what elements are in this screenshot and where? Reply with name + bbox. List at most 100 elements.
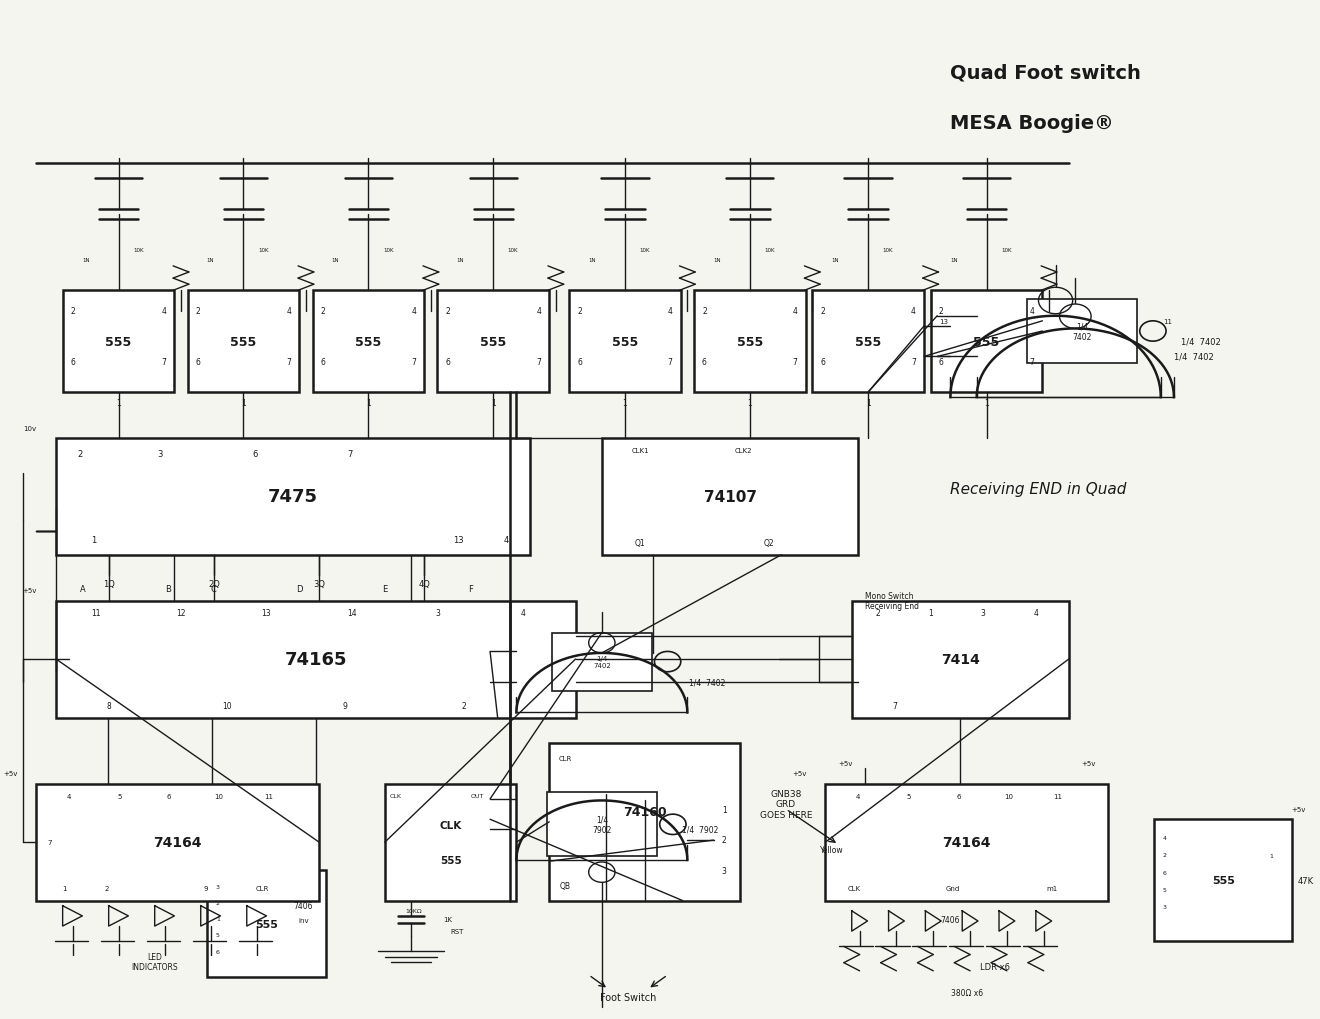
Text: 74164: 74164: [153, 836, 202, 849]
Text: CLK: CLK: [440, 820, 462, 829]
Text: 11: 11: [1163, 319, 1172, 324]
Text: 555: 555: [611, 335, 638, 348]
Text: 555: 555: [480, 335, 507, 348]
Bar: [602, 438, 858, 555]
Text: Foot Switch: Foot Switch: [601, 993, 656, 1003]
Text: 5: 5: [117, 793, 121, 799]
Bar: [825, 784, 1109, 901]
Text: D: D: [296, 584, 302, 593]
Text: 1N: 1N: [331, 258, 339, 263]
Text: 3: 3: [722, 866, 726, 874]
Text: 74160: 74160: [623, 805, 667, 818]
Bar: [549, 743, 741, 901]
Text: Quad Foot switch: Quad Foot switch: [950, 63, 1142, 82]
Text: 6: 6: [216, 949, 219, 954]
Text: 3: 3: [157, 449, 162, 459]
Text: 3: 3: [216, 883, 220, 889]
Text: 555: 555: [440, 855, 462, 865]
Text: 555: 555: [231, 335, 256, 348]
Text: 1: 1: [216, 916, 219, 921]
Text: 6: 6: [252, 449, 257, 459]
Text: 13: 13: [940, 319, 948, 324]
Text: 3: 3: [436, 608, 440, 618]
Text: 47K: 47K: [1298, 876, 1313, 884]
Text: 4: 4: [161, 307, 166, 316]
Bar: [55, 438, 529, 555]
Text: 1: 1: [91, 536, 96, 544]
Text: 9: 9: [203, 886, 209, 892]
Text: 7: 7: [1030, 358, 1035, 367]
Text: F: F: [467, 584, 473, 593]
Text: 6: 6: [321, 358, 326, 367]
Text: 1N: 1N: [950, 258, 957, 263]
Text: E: E: [383, 584, 388, 593]
Text: Receiving END in Quad: Receiving END in Quad: [950, 482, 1127, 496]
Text: 2: 2: [722, 836, 726, 845]
Text: 2: 2: [77, 449, 82, 459]
Text: 6: 6: [939, 358, 944, 367]
Text: 555: 555: [1212, 875, 1234, 886]
Bar: [931, 291, 1043, 392]
Text: 3Q: 3Q: [313, 579, 325, 588]
Text: 6: 6: [956, 793, 961, 799]
Bar: [62, 291, 174, 392]
Text: 6: 6: [71, 358, 75, 367]
Text: 6: 6: [577, 358, 582, 367]
Text: 3: 3: [981, 608, 986, 618]
Text: 10K: 10K: [1001, 248, 1011, 253]
Text: 10K: 10K: [508, 248, 519, 253]
Text: Q1: Q1: [635, 538, 645, 547]
Text: 6: 6: [446, 358, 450, 367]
Bar: [569, 291, 681, 392]
Text: 10: 10: [222, 701, 232, 710]
Text: OUT: OUT: [470, 794, 483, 799]
Text: 7: 7: [536, 358, 541, 367]
Text: CLK2: CLK2: [734, 447, 751, 453]
Text: Gnd: Gnd: [945, 886, 960, 892]
Text: 7475: 7475: [268, 488, 318, 505]
Text: 10K: 10K: [764, 248, 775, 253]
Text: CLR: CLR: [256, 886, 269, 892]
Text: +5v: +5v: [838, 760, 853, 766]
Bar: [552, 633, 652, 691]
Text: 2: 2: [104, 886, 110, 892]
Text: 4: 4: [1163, 836, 1167, 841]
Text: 2: 2: [1163, 853, 1167, 858]
Text: CLR: CLR: [558, 755, 572, 761]
Text: B: B: [165, 584, 170, 593]
Text: 1N: 1N: [832, 258, 840, 263]
Bar: [694, 291, 805, 392]
Text: 1: 1: [366, 398, 371, 408]
Bar: [187, 291, 300, 392]
Bar: [851, 601, 1069, 717]
Text: RST: RST: [450, 928, 463, 934]
Text: 2: 2: [71, 307, 75, 316]
Text: 4: 4: [668, 307, 673, 316]
Text: 7: 7: [412, 358, 416, 367]
Text: 2: 2: [939, 307, 944, 316]
Text: 4: 4: [520, 608, 525, 618]
Text: 7: 7: [911, 358, 916, 367]
Bar: [37, 784, 319, 901]
Text: 1: 1: [985, 398, 989, 408]
Text: 4: 4: [793, 307, 797, 316]
Text: LED
INDICATORS: LED INDICATORS: [132, 952, 178, 971]
Text: 1: 1: [116, 398, 121, 408]
Text: CLK: CLK: [389, 794, 401, 799]
Text: 10: 10: [1003, 793, 1012, 799]
Text: 10K: 10K: [257, 248, 268, 253]
Text: 1/4  7402: 1/4 7402: [1180, 337, 1220, 346]
Text: 10: 10: [215, 793, 223, 799]
Text: 3: 3: [1163, 904, 1167, 909]
Text: 4: 4: [412, 307, 416, 316]
Text: 1N: 1N: [207, 258, 214, 263]
Text: 1: 1: [866, 398, 871, 408]
Text: 1/4  7402: 1/4 7402: [1173, 353, 1213, 362]
Text: +5v: +5v: [3, 770, 17, 776]
Text: 6: 6: [820, 358, 825, 367]
Bar: [1154, 819, 1292, 942]
Text: A: A: [79, 584, 86, 593]
Text: +5v: +5v: [792, 770, 807, 776]
Text: GNB38
GRD
GOES HERE: GNB38 GRD GOES HERE: [760, 790, 812, 819]
Text: 6: 6: [166, 793, 172, 799]
